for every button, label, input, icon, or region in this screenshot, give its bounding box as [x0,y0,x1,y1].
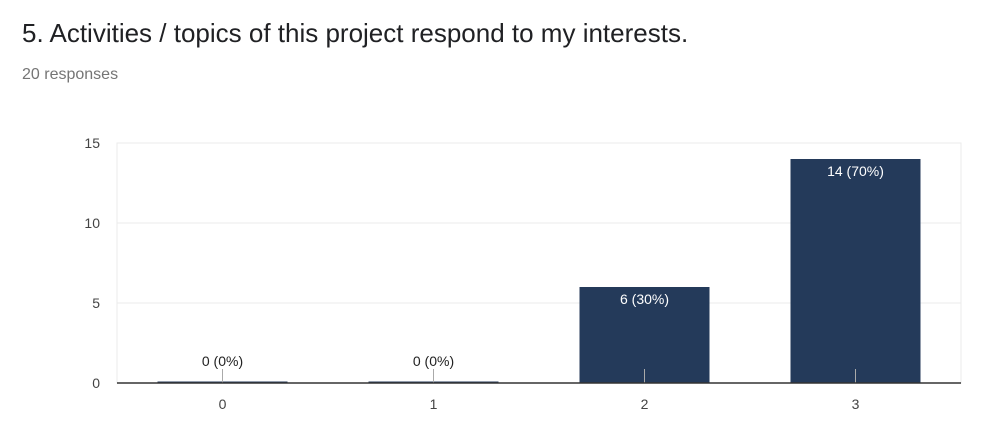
x-tick-label: 0 [219,396,227,412]
data-label: 14 (70%) [827,163,884,179]
y-tick-label: 5 [92,295,100,311]
data-label: 6 (30%) [620,291,669,307]
data-label: 0 (0%) [413,353,454,369]
bar [790,159,921,383]
response-count: 20 responses [22,66,119,83]
data-label: 0 (0%) [202,353,243,369]
bar [579,287,710,383]
x-tick-label: 1 [430,396,438,412]
x-tick-label: 2 [641,396,649,412]
x-tick-label: 3 [852,396,860,412]
y-tick-label: 15 [84,135,100,151]
question-title: 5. Activities / topics of this project r… [22,18,689,48]
y-tick-label: 0 [92,375,100,391]
y-tick-label: 10 [84,215,100,231]
